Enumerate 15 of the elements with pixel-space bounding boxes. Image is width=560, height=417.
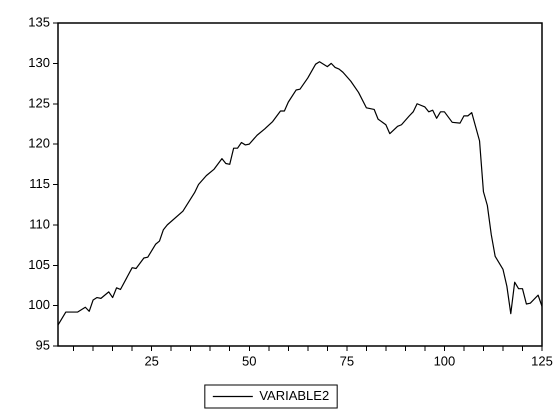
y-tick-label: 135 <box>28 14 50 30</box>
y-tick-label: 95 <box>36 338 50 353</box>
x-tick-label: 50 <box>242 353 256 368</box>
y-tick-label: 115 <box>29 176 50 192</box>
x-tick-label: 125 <box>531 353 553 368</box>
x-tick-label: 25 <box>144 353 159 368</box>
y-tick-label: 100 <box>28 297 50 312</box>
x-tick-label: 100 <box>434 353 456 368</box>
x-tick-label: 75 <box>340 353 354 368</box>
y-tick-label: 110 <box>29 216 50 232</box>
legend-label: VARIABLE2 <box>259 388 330 404</box>
y-tick-label: 125 <box>28 95 50 110</box>
y-tick-label: 130 <box>28 54 50 70</box>
y-tick-label: 120 <box>28 136 50 151</box>
y-tick-label: 105 <box>28 256 50 272</box>
